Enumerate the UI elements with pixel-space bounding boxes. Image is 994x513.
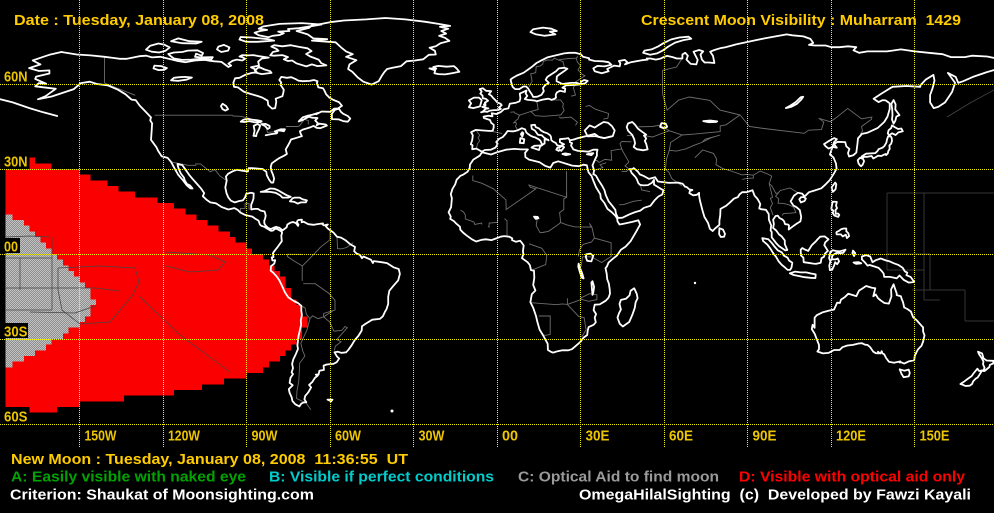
- svg-text:60N: 60N: [4, 70, 28, 86]
- svg-text:30S: 30S: [4, 325, 28, 341]
- svg-text:00: 00: [4, 240, 18, 256]
- svg-text:B: Visible if perfect conditio: B: Visible if perfect conditions: [269, 470, 494, 486]
- svg-text:D: Visible with optical aid on: D: Visible with optical aid only: [739, 470, 965, 486]
- svg-text:60E: 60E: [669, 429, 693, 445]
- svg-text:Date : Tuesday, January 08, 20: Date : Tuesday, January 08, 2008: [14, 12, 264, 29]
- svg-text:New Moon : Tuesday, January 08: New Moon : Tuesday, January 08, 2008 11:…: [11, 452, 408, 468]
- svg-text:150E: 150E: [920, 429, 950, 445]
- svg-text:60S: 60S: [4, 410, 28, 426]
- svg-text:30E: 30E: [586, 429, 610, 445]
- svg-text:OmegaHilalSighting (c) Devel: OmegaHilalSighting (c) Developed by Fawz…: [579, 488, 971, 504]
- svg-text:30W: 30W: [419, 429, 445, 445]
- svg-text:90W: 90W: [252, 429, 278, 445]
- svg-text:60W: 60W: [335, 429, 361, 445]
- svg-text:120E: 120E: [836, 429, 866, 445]
- svg-text:30N: 30N: [4, 155, 28, 171]
- svg-text:Criterion: Shaukat of Moonsigh: Criterion: Shaukat of Moonsighting.com: [10, 488, 314, 504]
- svg-text:150W: 150W: [85, 429, 117, 445]
- svg-text:Crescent Moon Visibility : Muh: Crescent Moon Visibility : Muharram 1429: [641, 12, 961, 29]
- svg-text:C: Optical Aid to find moon: C: Optical Aid to find moon: [518, 470, 719, 486]
- svg-text:00: 00: [502, 429, 518, 445]
- svg-text:90E: 90E: [753, 429, 777, 445]
- svg-text:A: Easily visible with naked e: A: Easily visible with naked eye: [11, 470, 246, 486]
- svg-text:120W: 120W: [168, 429, 200, 445]
